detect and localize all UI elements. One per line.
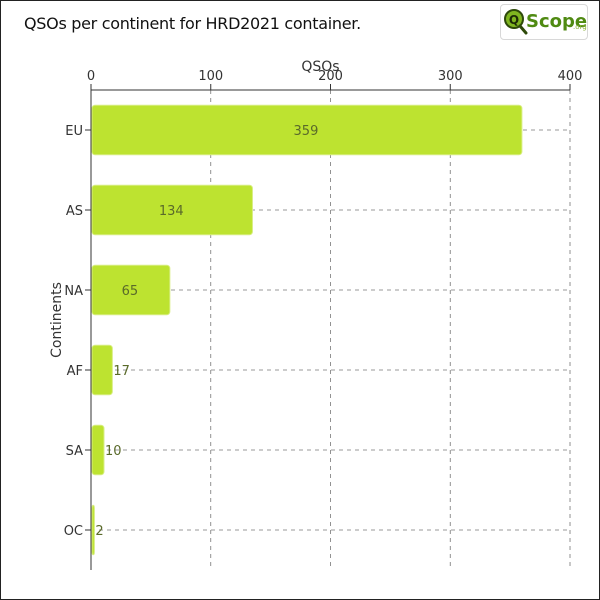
svg-text:Q: Q — [509, 13, 519, 27]
x-tick-label: 0 — [87, 69, 95, 84]
category-label-na: NA — [64, 284, 83, 299]
value-label-af: 17 — [113, 364, 130, 379]
bar-af — [91, 344, 113, 396]
logo-suffix: .org — [573, 23, 587, 31]
grid — [91, 90, 571, 570]
qscope-logo: Q Scope .org — [500, 4, 588, 40]
bar-na — [91, 264, 171, 316]
chart-title: QSOs per continent for HRD2021 container… — [24, 14, 361, 33]
bar-as — [91, 184, 253, 236]
x-tick-label: 300 — [438, 69, 463, 84]
value-label-na: 65 — [122, 284, 139, 299]
bars: 359 134 65 17 10 2 — [91, 104, 523, 556]
logo-text: Scope — [526, 11, 587, 32]
value-label-as: 134 — [159, 204, 184, 219]
category-label-as: AS — [66, 204, 83, 219]
magnifier-q-icon: Q Scope .org — [504, 9, 587, 35]
x-tick-label: 400 — [558, 69, 583, 84]
category-label-af: AF — [67, 364, 83, 379]
x-tick-label: 100 — [198, 69, 223, 84]
value-label-eu: 359 — [294, 124, 319, 139]
axes: 0 100 200 300 400 EU AS NA AF SA OC — [64, 69, 583, 570]
x-axis-label: QSOs — [301, 59, 339, 75]
value-label-sa: 10 — [105, 444, 122, 459]
bar-eu — [91, 104, 523, 156]
bar-oc — [91, 504, 95, 556]
bar-sa — [91, 424, 105, 476]
category-label-eu: EU — [65, 124, 83, 139]
x-tick-label: 200 — [318, 69, 343, 84]
category-label-oc: OC — [64, 524, 83, 539]
value-label-oc: 2 — [95, 524, 103, 539]
y-axis-label: Continents — [49, 282, 65, 358]
category-label-sa: SA — [66, 444, 83, 459]
